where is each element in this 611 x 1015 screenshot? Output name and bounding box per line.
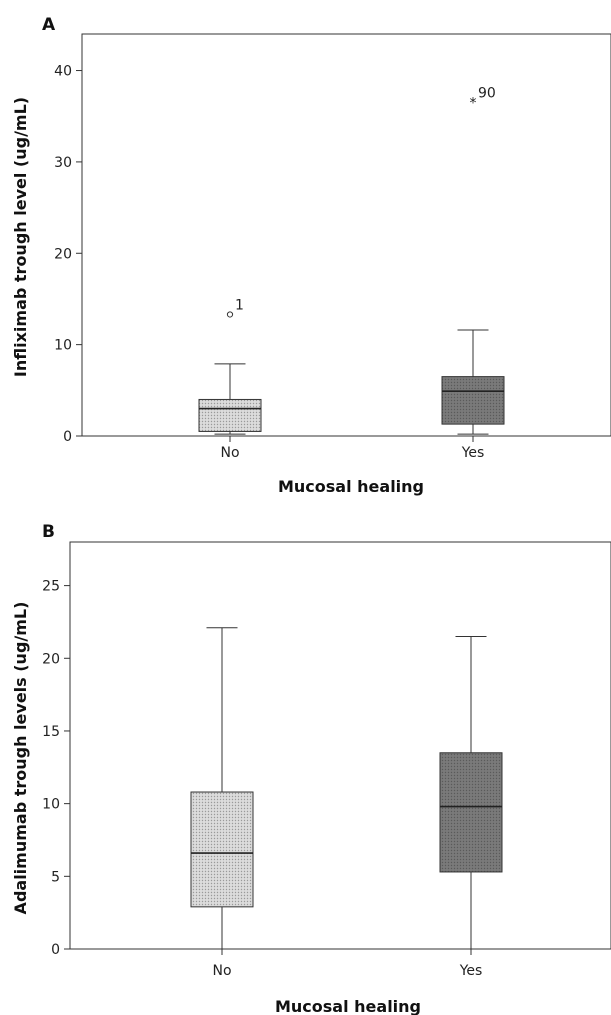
x-tick-label: No [212,963,231,979]
y-tick-label: 20 [42,651,60,667]
x-tick-label: Yes [461,445,485,461]
y-tick-label: 20 [54,246,72,262]
y-tick-label: 15 [42,724,60,740]
box-yes [439,752,503,873]
panel-label-a: A [42,15,56,35]
y-tick-label: 0 [51,942,60,958]
outlier-label: 1 [235,297,244,313]
y-tick-label: 25 [42,579,60,595]
y-tick-label: 5 [51,869,60,885]
box-no [190,791,254,908]
plot-frame [69,541,611,950]
y-tick-label: 30 [54,155,72,171]
y-tick-label: 10 [42,797,60,813]
y-tick-label: 0 [63,429,72,445]
x-axis-title-a: Mucosal healing [278,477,424,496]
plot-frame [81,33,611,437]
box-no [198,398,262,432]
x-tick-label: No [220,445,239,461]
y-axis-title-a: Infliximab trough level (ug/mL) [11,97,30,377]
y-tick-label: 10 [54,338,72,354]
outlier-point: * [470,96,477,112]
chart-panel-a: A Infliximab trough level (ug/mL) Mucosa… [11,15,611,496]
y-axis-title-b: Adalimumab trough levels (ug/mL) [11,602,30,915]
panel-label-b: B [42,522,55,542]
outlier-label: 90 [478,86,496,102]
chart-panel-b: B Adalimumab trough levels (ug/mL) Mucos… [11,522,611,1015]
outlier-point [226,311,234,318]
box-yes [441,376,505,425]
y-tick-label: 40 [54,64,72,80]
x-tick-label: Yes [459,963,483,979]
x-axis-title-b: Mucosal healing [275,997,421,1015]
